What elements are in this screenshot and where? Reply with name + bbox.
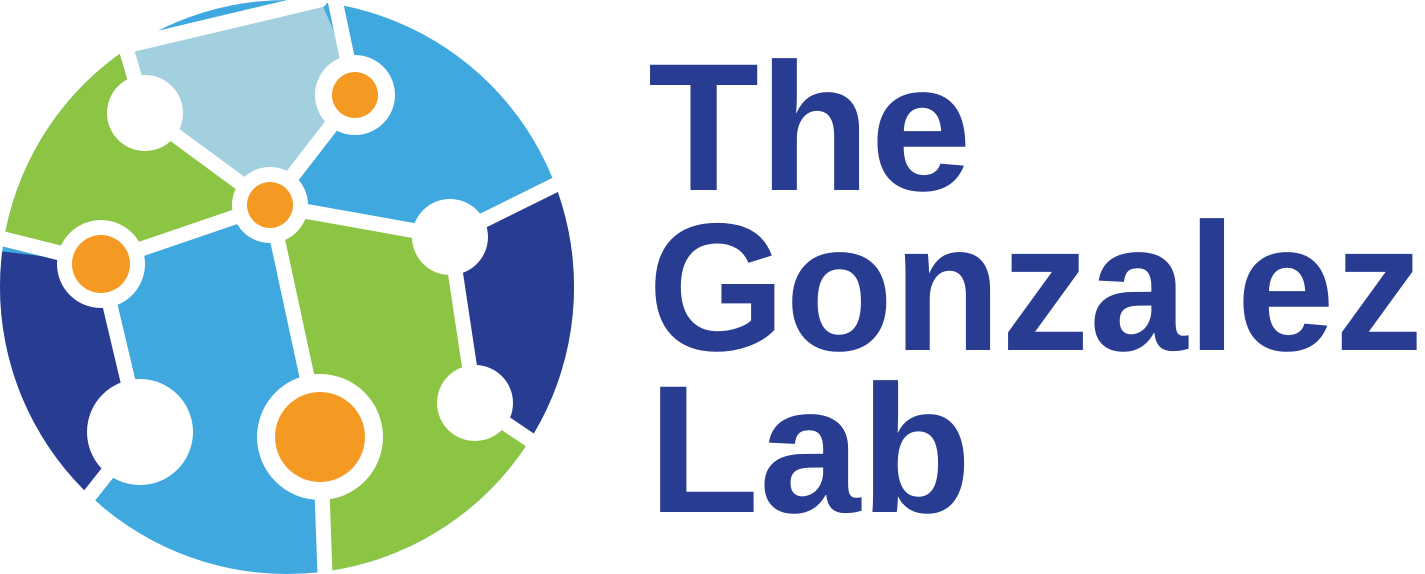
logo-line: The: [648, 25, 972, 229]
logo-line: Lab: [648, 347, 972, 551]
region-light-blue: [125, 0, 355, 205]
logo-line: Gonzalez: [648, 185, 1423, 389]
network-nodes: [57, 55, 513, 500]
